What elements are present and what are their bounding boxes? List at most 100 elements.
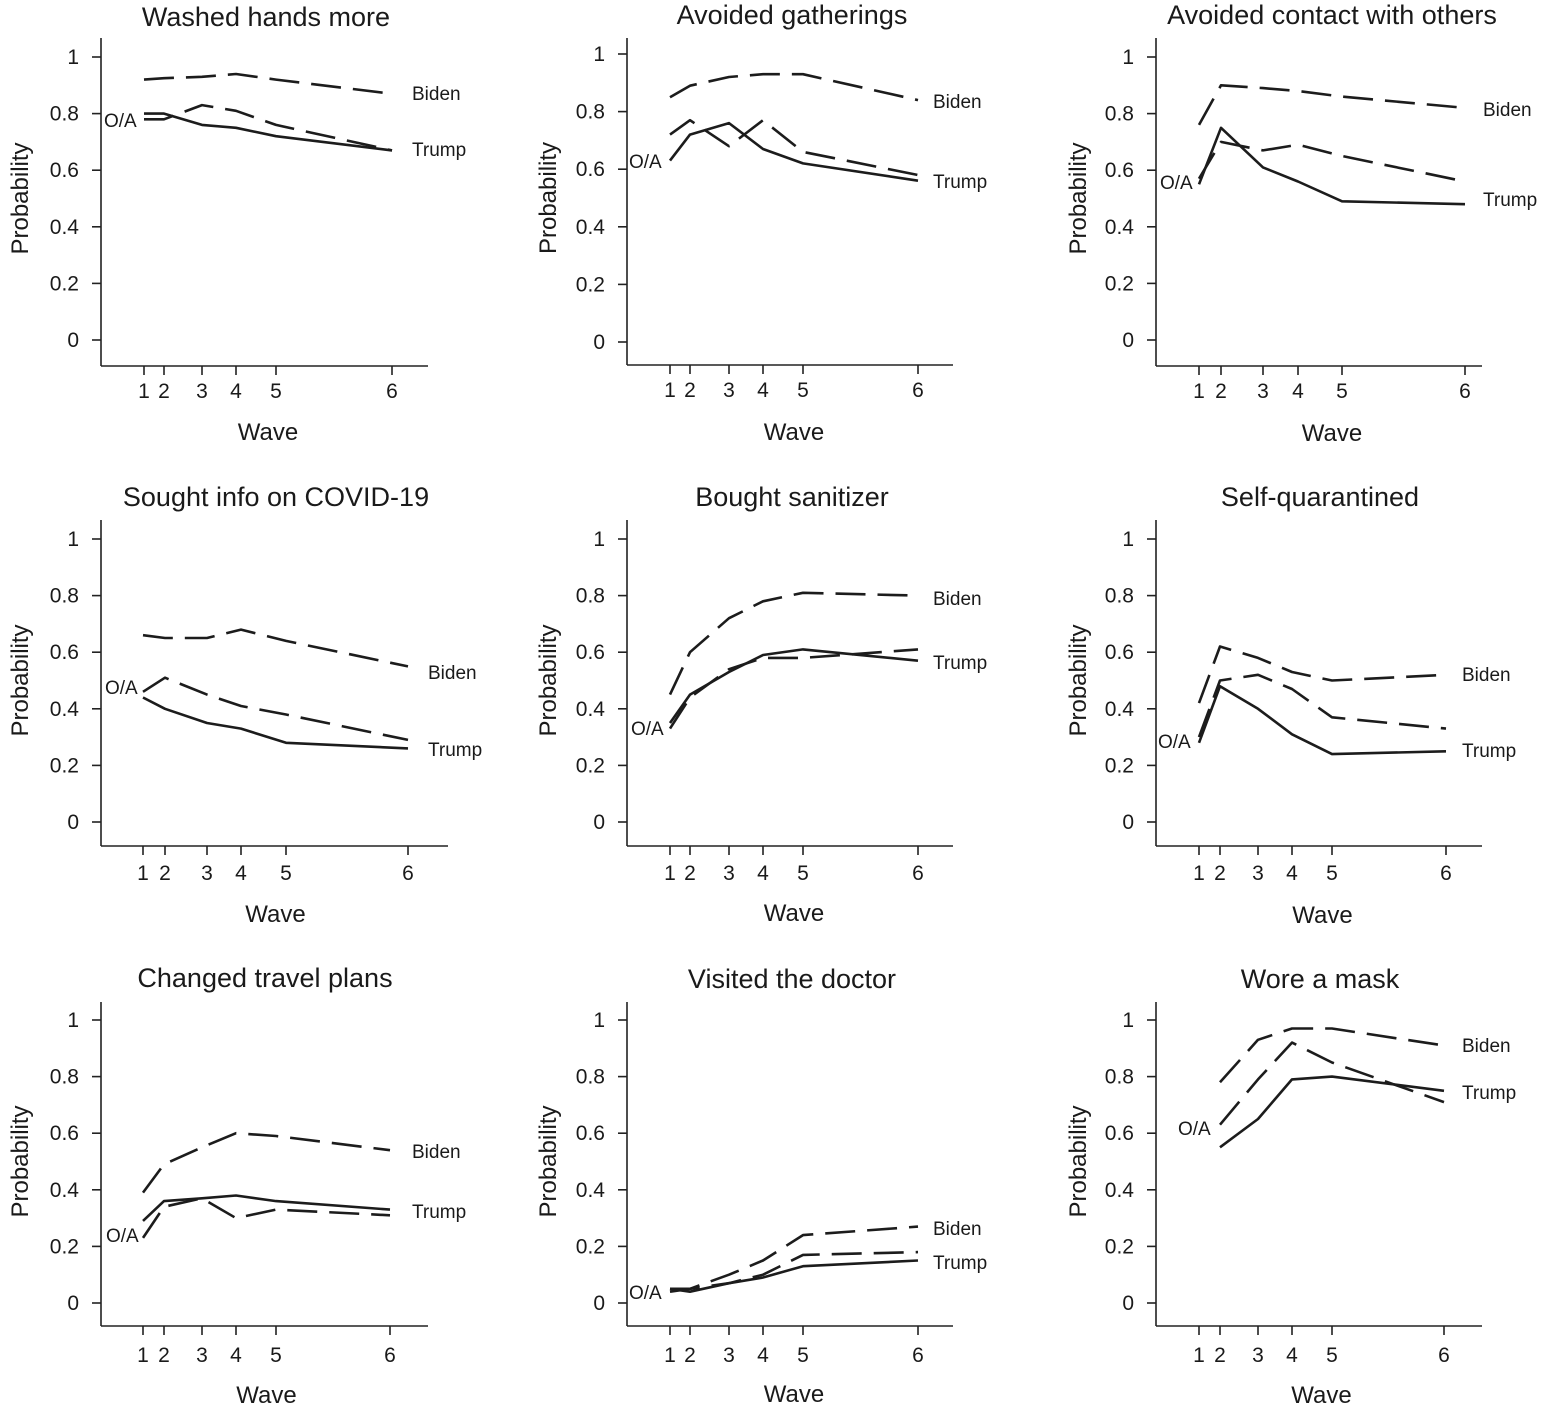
x-tick-label: 4: [1292, 380, 1304, 403]
y-axis-label: Probability: [1065, 142, 1092, 254]
chart-title: Changed travel plans: [137, 963, 392, 993]
chart-title: Avoided contact with others: [1167, 0, 1497, 30]
x-tick-label: 4: [1286, 1344, 1298, 1367]
x-tick-label: 1: [1193, 1344, 1205, 1367]
y-tick-label: 0.8: [1105, 103, 1134, 126]
y-tick-label: 0.6: [576, 641, 605, 664]
series-line-oa: [669, 1250, 919, 1293]
x-tick-label: 5: [1326, 1344, 1338, 1367]
x-tick-label: 5: [280, 862, 292, 885]
x-tick-label: 6: [912, 1344, 924, 1367]
y-tick-label: 1: [1122, 528, 1134, 551]
y-tick-label: 1: [593, 1009, 605, 1032]
series-label-biden: Biden: [933, 1219, 982, 1240]
y-tick-label: 0: [593, 811, 605, 834]
series-label-oa: O/A: [1178, 1119, 1211, 1140]
series-label-trump: Trump: [933, 1253, 987, 1274]
series-line-trump: [1197, 684, 1447, 756]
y-tick-label: 1: [67, 46, 79, 69]
y-tick-label: 0: [67, 811, 79, 834]
x-tick-label: 2: [158, 1344, 170, 1367]
y-axis-label: Probability: [1065, 624, 1092, 736]
y-tick-label: 0.8: [50, 1066, 79, 1089]
y-tick-label: 0.2: [1105, 754, 1134, 777]
series-label-biden: Biden: [933, 589, 982, 610]
x-tick-label: 4: [757, 379, 769, 402]
y-tick-label: 0.6: [576, 1122, 605, 1145]
y-tick-label: 0.4: [50, 216, 80, 239]
x-tick-label: 1: [664, 1344, 676, 1367]
series-label-biden: Biden: [933, 92, 982, 113]
y-tick-label: 0.2: [576, 273, 605, 296]
series-line-oa: [144, 103, 393, 152]
x-tick-label: 3: [196, 1344, 208, 1367]
series-line-biden: [669, 72, 919, 102]
series-line-biden: [143, 72, 393, 96]
y-axis-label: Probability: [7, 142, 34, 254]
series-label-oa: O/A: [1158, 732, 1191, 753]
x-tick-label: 6: [1459, 380, 1471, 403]
x-tick-label: 4: [230, 1344, 242, 1367]
x-tick-label: 3: [1252, 1344, 1264, 1367]
series-label-biden: Biden: [1462, 1036, 1511, 1057]
chart-title: Avoided gatherings: [677, 0, 908, 30]
x-tick-label: 6: [1440, 862, 1452, 885]
y-tick-label: 0.4: [1105, 216, 1135, 239]
y-tick-label: 1: [593, 43, 605, 66]
chart-title: Bought sanitizer: [695, 482, 889, 512]
x-tick-label: 1: [1193, 862, 1205, 885]
y-tick-label: 0.8: [50, 103, 79, 126]
series-line-trump: [144, 112, 393, 152]
series-line-trump: [1219, 1075, 1445, 1149]
x-tick-label: 4: [1286, 862, 1298, 885]
x-tick-label: 2: [684, 1344, 696, 1367]
y-tick-label: 0.2: [1105, 272, 1134, 295]
y-tick-label: 0.2: [576, 754, 605, 777]
series-line-biden: [1197, 84, 1466, 126]
series-line-biden: [668, 591, 919, 696]
y-tick-label: 0.8: [576, 101, 605, 124]
y-tick-label: 1: [1122, 1009, 1134, 1032]
y-tick-label: 0.6: [576, 158, 605, 181]
x-axis-label: Wave: [238, 419, 298, 446]
series-line-biden: [141, 1131, 391, 1194]
series-line-oa: [142, 676, 409, 742]
series-label-oa: O/A: [629, 152, 662, 173]
x-tick-label: 4: [757, 862, 769, 885]
y-axis-label: Probability: [535, 142, 562, 254]
x-tick-label: 1: [137, 862, 149, 885]
x-tick-label: 5: [270, 1344, 282, 1367]
x-tick-label: 3: [723, 862, 735, 885]
y-tick-label: 0.2: [50, 754, 79, 777]
x-tick-label: 1: [138, 380, 150, 403]
series-label-trump: Trump: [412, 1202, 466, 1223]
x-axis-label: Wave: [245, 901, 305, 928]
series-label-biden: Biden: [1462, 665, 1511, 686]
series-label-trump: Trump: [1462, 741, 1516, 762]
y-tick-label: 0: [1122, 811, 1134, 834]
x-tick-label: 3: [723, 379, 735, 402]
y-tick-label: 0.2: [1105, 1235, 1134, 1258]
x-tick-label: 2: [684, 862, 696, 885]
x-tick-label: 1: [137, 1344, 149, 1367]
x-tick-label: 6: [912, 379, 924, 402]
x-tick-label: 3: [1257, 380, 1269, 403]
y-tick-label: 0.2: [576, 1235, 605, 1258]
chart-panel: Avoided contact with others 0 0.2 0.4 0.6 0.8…: [1065, 0, 1537, 447]
series-label-oa: O/A: [106, 1226, 139, 1247]
series-label-oa: O/A: [1160, 173, 1193, 194]
series-label-trump: Trump: [1462, 1083, 1516, 1104]
y-tick-label: 0.6: [1105, 1122, 1134, 1145]
series-label-oa: O/A: [105, 678, 138, 699]
x-tick-label: 3: [1252, 862, 1264, 885]
x-axis-label: Wave: [1291, 1382, 1351, 1406]
x-tick-label: 3: [201, 862, 213, 885]
x-tick-label: 5: [1326, 862, 1338, 885]
y-tick-label: 0.4: [576, 216, 606, 239]
series-label-oa: O/A: [104, 111, 137, 132]
